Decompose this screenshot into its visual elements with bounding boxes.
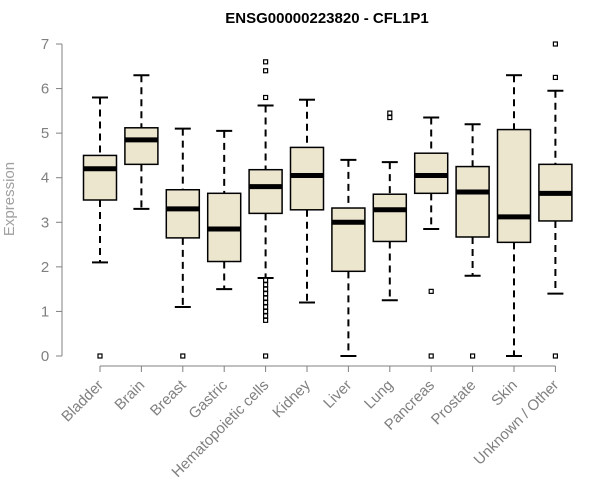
outlier-point bbox=[263, 286, 269, 292]
box-3 bbox=[206, 129, 242, 291]
y-axis-label: Expression bbox=[1, 162, 18, 236]
box-6 bbox=[331, 158, 366, 357]
x-tick-label: Bladder bbox=[58, 377, 107, 426]
outlier-point bbox=[97, 353, 103, 359]
outlier-point bbox=[263, 282, 269, 288]
outlier-point bbox=[552, 74, 559, 81]
x-tick-label: Lung bbox=[361, 377, 397, 413]
box-0 bbox=[82, 96, 118, 359]
x-tick-label: Breast bbox=[147, 376, 190, 419]
iqr-box bbox=[124, 127, 159, 166]
boxes-group bbox=[82, 41, 573, 359]
y-tick-label: 2 bbox=[41, 259, 49, 276]
outlier-point bbox=[470, 353, 476, 359]
iqr-box bbox=[289, 146, 325, 211]
y-tick-label: 0 bbox=[41, 348, 49, 365]
iqr-box bbox=[331, 207, 366, 273]
y-axis: 0 1 2 3 4 5 6 7 bbox=[41, 36, 63, 365]
iqr-box bbox=[82, 154, 118, 201]
chart-title: ENSG00000223820 - CFL1P1 bbox=[225, 10, 428, 27]
x-tick-label: Kidney bbox=[269, 376, 314, 421]
box-4 bbox=[248, 59, 283, 359]
x-tick-label: Liver bbox=[320, 377, 355, 412]
y-tick-label: 6 bbox=[41, 81, 49, 98]
box-7 bbox=[372, 110, 408, 302]
outlier-point bbox=[263, 353, 269, 359]
iqr-box bbox=[496, 128, 532, 244]
outlier-point bbox=[263, 68, 269, 74]
outlier-point bbox=[263, 291, 269, 297]
x-tick-label: Skin bbox=[488, 377, 521, 410]
outlier-point bbox=[387, 110, 393, 116]
iqr-box bbox=[165, 188, 201, 239]
outlier-point bbox=[263, 299, 269, 306]
outlier-point bbox=[428, 353, 434, 359]
outlier-point bbox=[428, 288, 434, 294]
outlier-point bbox=[552, 41, 559, 47]
box-9 bbox=[455, 123, 490, 359]
y-tick-label: 4 bbox=[41, 170, 49, 187]
outlier-point bbox=[263, 277, 269, 283]
y-tick-label: 5 bbox=[41, 125, 49, 142]
iqr-box bbox=[248, 168, 283, 215]
outlier-point bbox=[387, 114, 393, 121]
y-tick-label: 1 bbox=[41, 303, 49, 320]
y-tick-label: 7 bbox=[41, 36, 49, 53]
outlier-point bbox=[263, 94, 269, 101]
iqr-box bbox=[372, 193, 408, 243]
x-tick-label: Prostate bbox=[428, 377, 480, 429]
box-2 bbox=[165, 127, 201, 359]
x-tick-label: Brain bbox=[111, 377, 148, 414]
y-tick-label: 3 bbox=[41, 214, 49, 231]
outlier-point bbox=[180, 353, 186, 359]
outlier-point bbox=[263, 317, 269, 323]
box-1 bbox=[124, 74, 159, 210]
outlier-point bbox=[263, 304, 269, 310]
iqr-box bbox=[455, 165, 490, 238]
box-10 bbox=[496, 74, 532, 357]
box-8 bbox=[413, 116, 449, 359]
outlier-point bbox=[263, 308, 269, 315]
outlier-point bbox=[263, 313, 269, 319]
box-5 bbox=[289, 98, 325, 304]
outlier-point bbox=[263, 59, 269, 65]
outlier-point bbox=[552, 353, 559, 359]
box-11 bbox=[538, 41, 573, 359]
outlier-point bbox=[263, 295, 269, 301]
